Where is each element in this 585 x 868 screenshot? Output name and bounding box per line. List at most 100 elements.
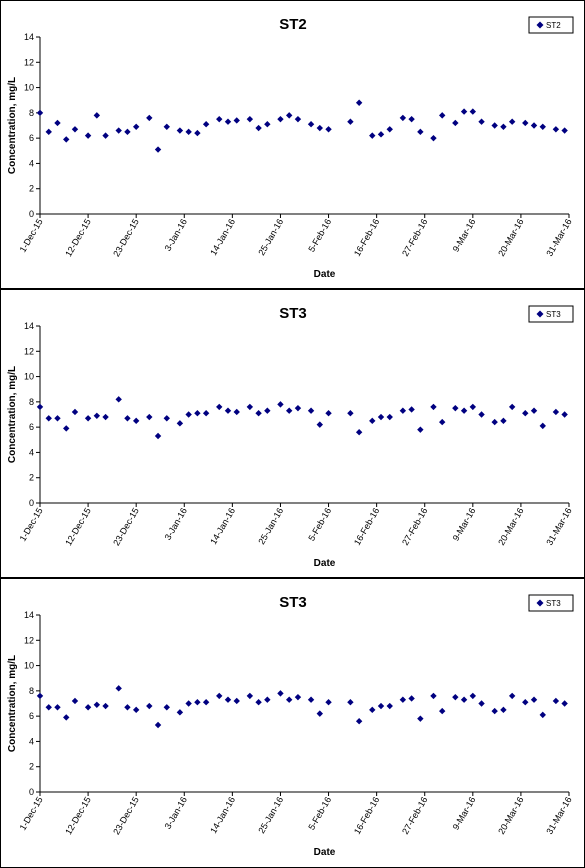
x-tick-label: 31-Mar-16 <box>544 217 573 258</box>
data-point <box>154 146 162 153</box>
data-point <box>146 114 153 122</box>
legend-box <box>528 594 574 612</box>
x-tick-label: 14-Jan-16 <box>208 506 237 546</box>
y-tick-label: 10 <box>24 83 34 93</box>
data-point <box>124 415 131 422</box>
data-point <box>325 126 332 133</box>
data-point <box>369 132 376 139</box>
x-tick-label: 9-Mar-16 <box>451 506 478 543</box>
x-tick-label: 5-Feb-16 <box>306 795 333 832</box>
data-point <box>500 706 507 714</box>
data-point <box>369 417 376 425</box>
x-tick-label: 27-Feb-16 <box>400 506 429 547</box>
data-point <box>176 709 184 716</box>
data-point <box>452 119 459 127</box>
data-point <box>539 711 546 719</box>
x-tick-label: 31-Mar-16 <box>544 506 573 547</box>
x-tick-label: 25-Jan-16 <box>256 217 285 257</box>
data-point <box>539 123 546 130</box>
y-tick-label: 8 <box>29 397 34 407</box>
data-point <box>246 115 254 123</box>
y-axis-label: Concentration, mg/L <box>7 366 18 463</box>
chart-panel-st2: ST2 0 2 4 6 8 10 12 14 1-Dec-15 12-Dec-15 23-Dec-15… <box>0 0 585 289</box>
data-point <box>84 132 92 139</box>
data-point <box>294 115 302 123</box>
legend-label: ST3 <box>546 310 561 319</box>
y-tick-label: 2 <box>29 762 34 772</box>
y-tick-label: 10 <box>24 372 34 382</box>
y-tick-label: 0 <box>29 209 34 219</box>
x-tick-label: 1-Dec-15 <box>18 217 45 254</box>
y-tick-label: 4 <box>29 736 34 746</box>
legend-marker <box>536 21 544 29</box>
data-point <box>552 408 560 416</box>
data-point <box>202 699 210 706</box>
data-point <box>71 697 79 705</box>
x-tick-label: 9-Mar-16 <box>451 795 478 832</box>
y-tick-label: 0 <box>29 498 34 508</box>
data-point <box>285 112 293 119</box>
scatter-chart-st3-b: ST3 0 2 4 6 8 10 12 14 1-Dec-15 12-Dec-15 23-Dec-15… <box>7 594 574 858</box>
y-tick-label: 0 <box>29 787 34 797</box>
data-point <box>45 704 52 711</box>
data-point <box>491 122 498 129</box>
data-point <box>264 696 271 703</box>
data-point <box>355 718 363 725</box>
x-tick-label: 20-Mar-16 <box>496 217 525 258</box>
data-point <box>478 700 485 707</box>
y-tick-label: 10 <box>24 661 34 671</box>
legend-box <box>528 305 574 323</box>
x-axis-label: Date <box>314 558 336 569</box>
x-tick-label: 20-Mar-16 <box>496 506 525 547</box>
data-point <box>399 114 407 122</box>
data-point <box>347 410 354 417</box>
x-tick-label: 16-Feb-16 <box>352 506 381 547</box>
x-tick-label: 23-Dec-15 <box>111 217 141 258</box>
data-point <box>460 407 468 414</box>
data-point <box>408 406 415 413</box>
data-point <box>417 128 424 136</box>
data-point <box>84 415 92 422</box>
data-point <box>452 404 459 412</box>
x-tick-label: 23-Dec-15 <box>111 506 141 547</box>
data-point <box>115 396 122 403</box>
x-tick-label: 5-Feb-16 <box>306 217 333 254</box>
data-point <box>530 407 538 414</box>
data-point <box>45 128 52 136</box>
data-point <box>430 692 437 700</box>
data-point <box>216 115 223 123</box>
data-point <box>377 413 385 421</box>
x-tick-label: 12-Dec-15 <box>63 217 93 258</box>
data-point <box>194 129 201 137</box>
chart-panel-st3-b: ST3 0 2 4 6 8 10 12 14 1-Dec-15 12-Dec-15 23-Dec-15… <box>0 578 585 868</box>
x-tick-label: 1-Dec-15 <box>18 795 45 832</box>
data-point <box>36 692 44 700</box>
data-point <box>233 697 240 705</box>
data-point <box>469 692 477 700</box>
data-point <box>369 706 376 714</box>
data-point <box>124 128 131 136</box>
x-tick-label: 12-Dec-15 <box>63 506 93 547</box>
legend-label: ST2 <box>546 21 561 30</box>
legend-marker <box>536 599 544 607</box>
data-point <box>386 126 393 133</box>
data-point <box>417 715 424 722</box>
x-tick-label: 16-Feb-16 <box>352 217 381 258</box>
x-tick-label: 3-Jan-16 <box>163 506 189 542</box>
data-point <box>54 119 61 127</box>
data-point <box>399 407 407 414</box>
data-point <box>439 707 446 715</box>
x-tick-label: 5-Feb-16 <box>306 506 333 543</box>
data-point <box>63 714 70 721</box>
data-point <box>561 127 568 134</box>
x-tick-label: 31-Mar-16 <box>544 795 573 836</box>
data-point <box>202 121 210 128</box>
data-point <box>500 123 507 130</box>
x-tick-label: 14-Jan-16 <box>208 795 237 835</box>
data-point <box>93 701 101 708</box>
data-point <box>430 403 437 411</box>
data-point <box>194 699 201 706</box>
x-tick-label: 20-Mar-16 <box>496 795 525 836</box>
data-point <box>146 702 153 710</box>
data-point <box>530 122 538 129</box>
